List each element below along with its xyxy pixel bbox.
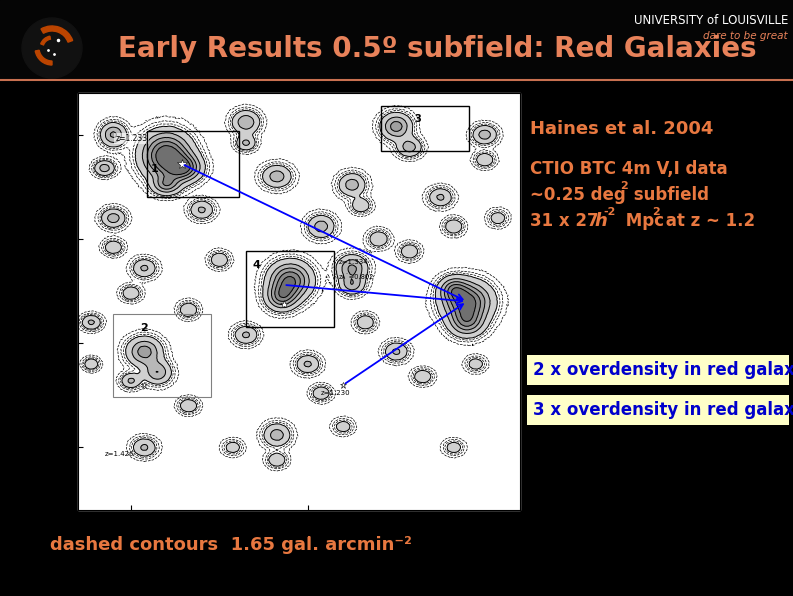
Text: 2 x overdensity in red galaxies: 2 x overdensity in red galaxies bbox=[533, 361, 793, 379]
Text: h: h bbox=[594, 212, 607, 230]
Text: 2: 2 bbox=[652, 207, 660, 217]
Bar bbox=[78, 93, 520, 510]
Text: Early Results 0.5º subfield: Red Galaxies: Early Results 0.5º subfield: Red Galaxie… bbox=[118, 35, 757, 63]
Text: UNIVERSITY of LOUISVILLE: UNIVERSITY of LOUISVILLE bbox=[634, 14, 788, 27]
Text: Mpc: Mpc bbox=[620, 212, 664, 230]
Bar bbox=[113, 314, 211, 398]
Text: ~0.25 deg: ~0.25 deg bbox=[530, 186, 626, 204]
Text: 2: 2 bbox=[620, 181, 628, 191]
Text: Haines et al. 2004: Haines et al. 2004 bbox=[530, 120, 714, 138]
Text: dashed contours  1.65 gal. arcmin⁻²: dashed contours 1.65 gal. arcmin⁻² bbox=[50, 536, 412, 554]
Bar bbox=[147, 131, 239, 197]
X-axis label: Right Ascension (J2000): Right Ascension (J2000) bbox=[229, 529, 370, 539]
Bar bbox=[0, 0, 793, 78]
Text: z=1.334: z=1.334 bbox=[339, 259, 369, 265]
Text: z=1.230: z=1.230 bbox=[321, 390, 351, 396]
Text: -2: -2 bbox=[603, 207, 615, 217]
Text: dare to be great: dare to be great bbox=[703, 31, 788, 41]
Wedge shape bbox=[41, 26, 73, 42]
Text: 3 x overdensity in red galaxies: 3 x overdensity in red galaxies bbox=[533, 401, 793, 419]
Text: z=1.233: z=1.233 bbox=[116, 134, 147, 143]
Circle shape bbox=[22, 18, 82, 78]
Bar bbox=[246, 252, 335, 327]
Text: 2: 2 bbox=[140, 322, 147, 333]
Text: zᴀ˙=0.802: zᴀ˙=0.802 bbox=[339, 274, 374, 280]
Bar bbox=[381, 105, 469, 151]
Bar bbox=[527, 355, 789, 385]
Text: 4: 4 bbox=[253, 260, 260, 270]
Text: z=1.426: z=1.426 bbox=[105, 451, 134, 457]
Wedge shape bbox=[40, 36, 51, 45]
Text: subfield: subfield bbox=[628, 186, 709, 204]
Text: 31 x 27: 31 x 27 bbox=[530, 212, 604, 230]
Y-axis label: Declination (J2000): Declination (J2000) bbox=[29, 245, 38, 358]
Text: CTIO BTC 4m V,I data: CTIO BTC 4m V,I data bbox=[530, 160, 728, 178]
Text: 1: 1 bbox=[151, 164, 159, 174]
Text: 3: 3 bbox=[414, 114, 420, 124]
Wedge shape bbox=[35, 50, 52, 65]
Bar bbox=[527, 395, 789, 425]
Text: at z ~ 1.2: at z ~ 1.2 bbox=[660, 212, 755, 230]
